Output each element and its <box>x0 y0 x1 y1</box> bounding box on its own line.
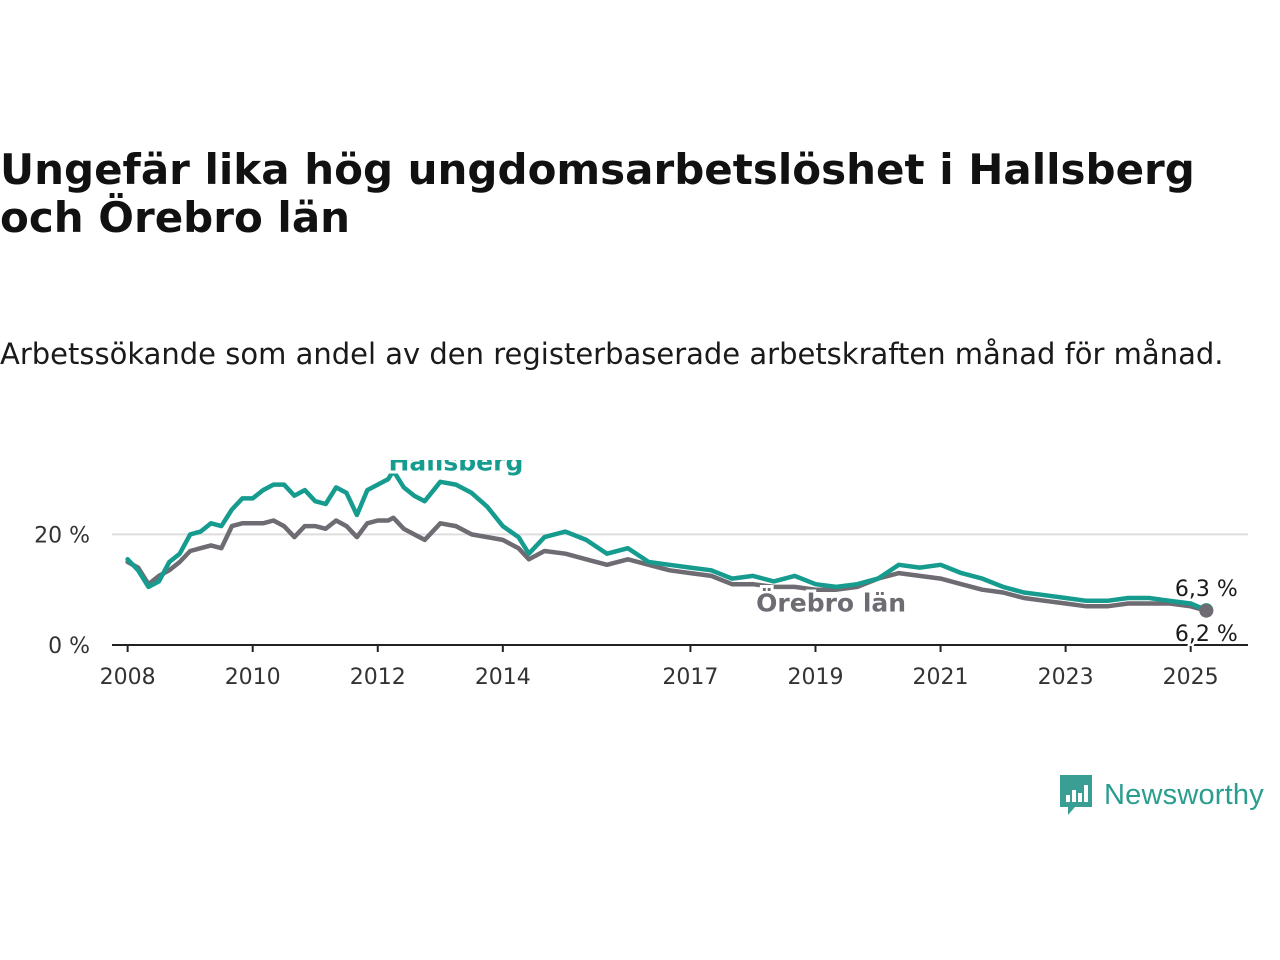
x-tick-label: 2019 <box>787 665 843 690</box>
label-layer: 6,3 % 6,2 % Hallsberg Örebro län <box>385 460 1240 650</box>
x-tick-label: 2017 <box>662 665 718 690</box>
x-tick-label: 2008 <box>100 665 156 690</box>
end-value-label: 6,3 % <box>1175 577 1238 602</box>
end-value-label: 6,2 % <box>1175 622 1238 647</box>
x-tick-label: 2012 <box>350 665 406 690</box>
x-tick-label: 2023 <box>1038 665 1094 690</box>
x-tick-label: 2014 <box>475 665 531 690</box>
x-tick-label: 2025 <box>1163 665 1219 690</box>
series-line-orebro-lan <box>125 515 1209 613</box>
series-line-hallsberg <box>125 468 1209 613</box>
chart-title: Ungefär lika hög ungdomsarbetslöshet i H… <box>0 145 1195 242</box>
newsworthy-logo: Newsworthy <box>1058 772 1264 818</box>
end-point-marker <box>1199 603 1214 618</box>
series-layer <box>125 468 1214 618</box>
newsworthy-chart-icon <box>1060 775 1092 815</box>
chart-subtitle: Arbetssökande som andel av den registerb… <box>0 337 1224 371</box>
series-name-label: Hallsberg <box>388 460 523 477</box>
series-name-label: Örebro län <box>756 588 906 618</box>
axis-layer: 0 % 20 % 2008 2010 2012 2014 2017 2019 2021 2023 2… <box>34 523 1248 690</box>
x-tick-label: 2010 <box>225 665 281 690</box>
line-chart: 0 % 20 % 2008 2010 2012 2014 2017 2019 2021 2023 2… <box>34 460 1248 690</box>
y-tick-label: 20 % <box>34 523 90 548</box>
logo-text: Newsworthy <box>1104 778 1264 811</box>
x-tick-label: 2021 <box>913 665 969 690</box>
y-tick-label: 0 % <box>48 634 90 659</box>
